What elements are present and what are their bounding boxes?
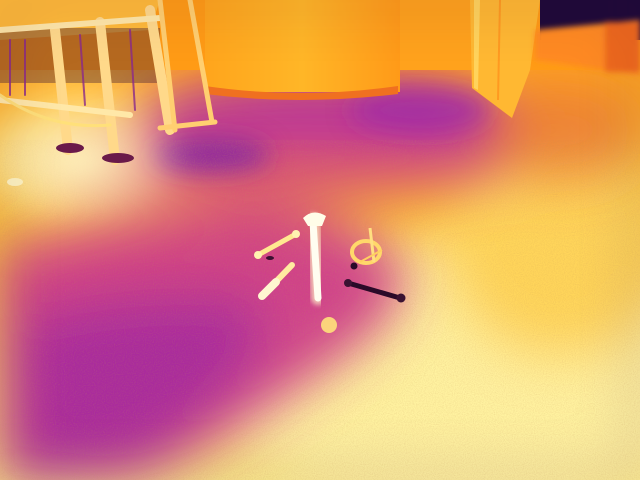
combination-wrench-dark [344,279,406,303]
adjustable-wrench [303,212,326,305]
cylindrical-tank [205,0,400,100]
equipment-stand [157,0,218,133]
floor-disc [321,317,337,333]
screwdriver [258,262,295,300]
combination-wrench-small [254,230,300,260]
open-door-right [470,0,540,118]
circular-tool [350,227,383,270]
